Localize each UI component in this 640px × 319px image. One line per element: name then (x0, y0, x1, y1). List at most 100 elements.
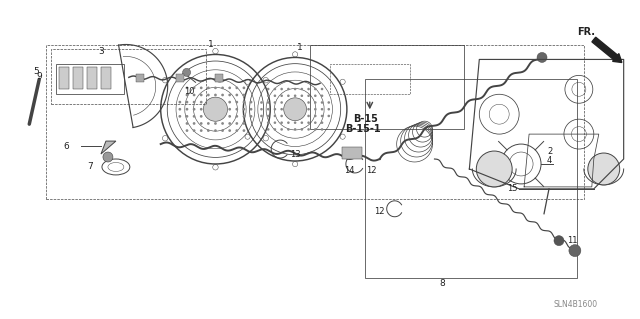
Text: B-15: B-15 (353, 114, 378, 124)
Circle shape (243, 93, 245, 96)
Circle shape (280, 108, 283, 110)
Circle shape (294, 128, 296, 131)
Circle shape (186, 122, 188, 125)
Circle shape (287, 88, 290, 90)
Circle shape (214, 93, 217, 96)
Circle shape (228, 86, 231, 89)
Circle shape (307, 94, 310, 97)
Circle shape (221, 122, 224, 125)
Circle shape (307, 122, 310, 124)
Circle shape (307, 108, 310, 110)
Circle shape (284, 98, 307, 121)
Circle shape (328, 101, 330, 104)
Circle shape (321, 115, 323, 117)
Circle shape (554, 236, 564, 246)
Circle shape (314, 88, 317, 90)
Circle shape (280, 88, 283, 90)
Circle shape (228, 108, 231, 111)
Circle shape (228, 101, 231, 103)
Circle shape (228, 129, 231, 132)
Circle shape (274, 128, 276, 131)
Circle shape (200, 101, 203, 103)
Circle shape (294, 122, 296, 124)
Circle shape (301, 88, 303, 90)
Circle shape (321, 88, 323, 90)
Circle shape (236, 93, 238, 96)
Circle shape (200, 93, 203, 96)
Circle shape (328, 115, 330, 117)
Bar (56, 64, 124, 94)
Circle shape (301, 128, 303, 131)
Circle shape (280, 115, 283, 117)
Circle shape (537, 52, 547, 63)
Circle shape (200, 86, 203, 89)
Circle shape (267, 128, 269, 131)
Circle shape (250, 115, 252, 118)
Circle shape (193, 86, 195, 89)
Circle shape (236, 101, 238, 103)
Circle shape (267, 108, 269, 110)
Circle shape (267, 88, 269, 90)
Bar (101, 67, 111, 89)
Circle shape (200, 122, 203, 125)
Circle shape (193, 108, 195, 111)
Circle shape (476, 151, 512, 187)
Circle shape (280, 128, 283, 131)
Text: B-15-1: B-15-1 (345, 124, 381, 134)
Circle shape (314, 108, 317, 110)
Text: 4: 4 (547, 157, 552, 166)
Polygon shape (101, 141, 116, 154)
Circle shape (228, 93, 231, 96)
Circle shape (267, 101, 269, 104)
Circle shape (274, 115, 276, 117)
Bar (59, 67, 69, 89)
Circle shape (307, 101, 310, 104)
Circle shape (243, 108, 245, 111)
Circle shape (193, 115, 195, 118)
Circle shape (179, 101, 181, 103)
Circle shape (314, 128, 317, 131)
Bar (51, 49, 205, 104)
Circle shape (193, 93, 195, 96)
Circle shape (287, 94, 290, 97)
Circle shape (243, 129, 245, 132)
Circle shape (236, 122, 238, 125)
Text: 7: 7 (87, 162, 93, 172)
Circle shape (200, 129, 203, 132)
Circle shape (186, 129, 188, 132)
FancyArrow shape (592, 37, 622, 63)
Circle shape (274, 88, 276, 90)
Circle shape (267, 122, 269, 124)
Circle shape (250, 101, 252, 103)
Circle shape (287, 128, 290, 131)
Circle shape (301, 122, 303, 124)
Circle shape (182, 68, 191, 76)
Circle shape (250, 108, 252, 111)
Circle shape (274, 108, 276, 110)
Circle shape (267, 94, 269, 97)
Circle shape (236, 108, 238, 111)
Circle shape (307, 115, 310, 117)
Circle shape (294, 88, 296, 90)
Bar (330, 64, 410, 94)
Circle shape (186, 101, 188, 103)
Circle shape (186, 86, 188, 89)
Circle shape (214, 86, 217, 89)
Circle shape (214, 122, 217, 125)
Circle shape (228, 122, 231, 125)
Text: 14: 14 (344, 167, 355, 175)
Circle shape (243, 101, 245, 103)
Text: FR.: FR. (577, 26, 595, 37)
Text: 11: 11 (567, 236, 577, 245)
Circle shape (207, 86, 210, 89)
Text: 6: 6 (63, 142, 69, 151)
Text: 8: 8 (440, 279, 445, 288)
Circle shape (193, 101, 195, 103)
Text: 1: 1 (297, 43, 303, 52)
Bar (216, 74, 223, 82)
Circle shape (221, 129, 224, 132)
Circle shape (186, 108, 188, 111)
Circle shape (186, 93, 188, 96)
Circle shape (588, 153, 620, 185)
Circle shape (274, 122, 276, 124)
